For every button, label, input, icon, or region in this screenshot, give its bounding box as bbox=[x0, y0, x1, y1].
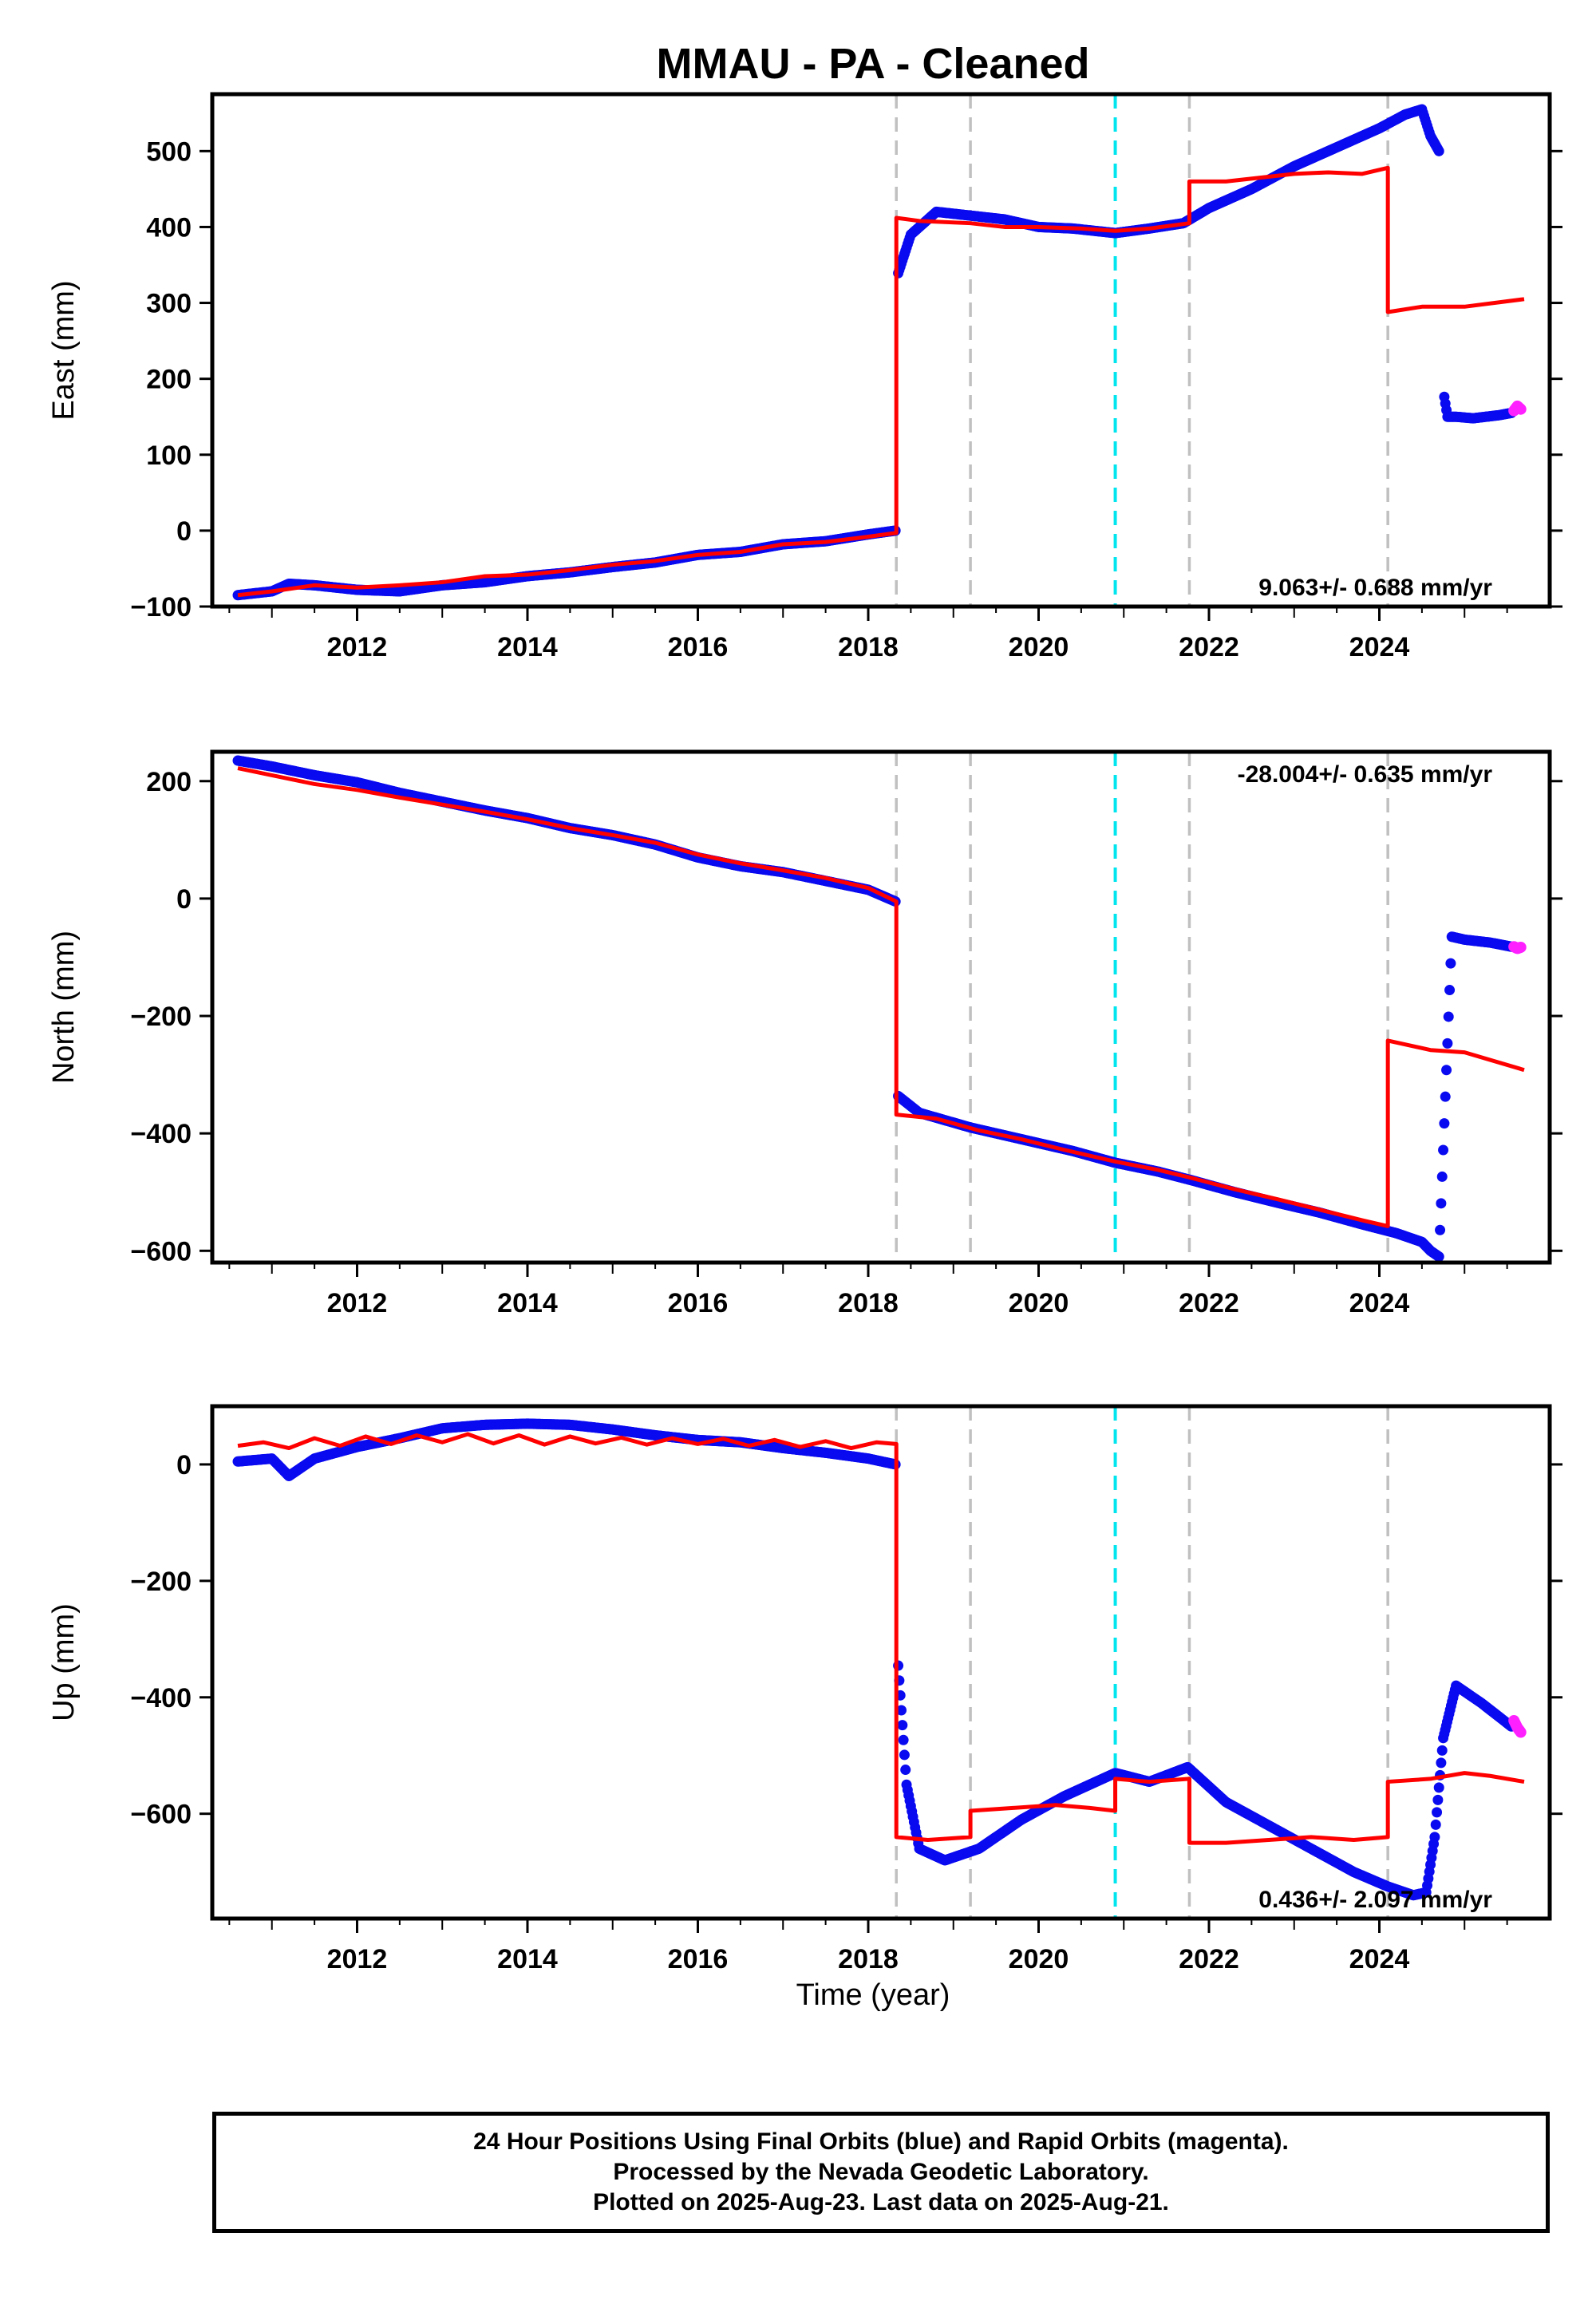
final-orbit-point bbox=[1436, 1198, 1447, 1209]
final-orbit-point bbox=[898, 1734, 909, 1745]
final-orbit-point bbox=[1436, 1757, 1447, 1769]
x-tick-label: 2016 bbox=[668, 1288, 729, 1318]
model-line bbox=[237, 165, 1525, 598]
caption-box: 24 Hour Positions Using Final Orbits (bl… bbox=[212, 2112, 1550, 2233]
plot-area bbox=[232, 1406, 1527, 1919]
final-orbit-point bbox=[1433, 1782, 1444, 1793]
y-tick-label: 400 bbox=[146, 212, 192, 243]
final-orbit-point bbox=[1442, 1037, 1453, 1049]
caption-line-2: Processed by the Nevada Geodetic Laborat… bbox=[613, 2159, 1149, 2185]
final-orbit-point bbox=[896, 1705, 907, 1716]
final-orbit-point bbox=[1443, 1011, 1454, 1022]
y-tick-label: 0 bbox=[176, 1450, 192, 1480]
final-orbit-point bbox=[1436, 1745, 1448, 1756]
final-orbit-point bbox=[899, 1749, 910, 1761]
y-tick-label: 300 bbox=[146, 289, 192, 319]
x-tick-label: 2020 bbox=[1009, 632, 1069, 662]
plot-frame bbox=[210, 749, 1552, 1265]
x-tick-label: 2018 bbox=[838, 1944, 899, 1974]
x-tick-label: 2022 bbox=[1179, 632, 1239, 662]
x-tick-label: 2018 bbox=[838, 632, 899, 662]
x-tick-label: 2024 bbox=[1349, 1944, 1410, 1974]
x-tick-label: 2024 bbox=[1349, 632, 1410, 662]
y-tick-label: 0 bbox=[176, 516, 192, 547]
caption-line-1: 24 Hour Positions Using Final Orbits (bl… bbox=[473, 2128, 1289, 2155]
final-orbit-point bbox=[1444, 985, 1456, 996]
x-tick-label: 2012 bbox=[327, 1288, 388, 1318]
x-tick-label: 2018 bbox=[838, 1288, 899, 1318]
y-tick-label: −400 bbox=[130, 1119, 192, 1149]
y-axis-label: Up (mm) bbox=[47, 1603, 81, 1721]
y-tick-label: 500 bbox=[146, 136, 192, 167]
x-tick-label: 2024 bbox=[1349, 1288, 1410, 1318]
x-tick-label: 2014 bbox=[497, 632, 558, 662]
y-tick-label: 200 bbox=[146, 365, 192, 395]
panel-up: 2012 2014 2016 2018 2020 2022 2024 −600 −400 −200… bbox=[47, 1404, 1562, 1974]
x-tick-label: 2020 bbox=[1009, 1944, 1069, 1974]
x-tick-label: 2020 bbox=[1009, 1288, 1069, 1318]
velocity-label: 9.063+/- 0.688 mm/yr bbox=[1258, 575, 1492, 601]
rapid-orbit-point bbox=[1515, 403, 1527, 415]
y-tick-label: −600 bbox=[130, 1800, 192, 1830]
final-orbit-point bbox=[1430, 1819, 1441, 1830]
x-tick-label: 2012 bbox=[327, 632, 388, 662]
chart-title: MMAU - PA - Cleaned bbox=[656, 40, 1089, 88]
final-orbit-point bbox=[1432, 1794, 1444, 1805]
final-orbit-point bbox=[1429, 1832, 1440, 1843]
final-orbit-point bbox=[1433, 145, 1444, 156]
y-tick-label: 200 bbox=[146, 767, 192, 797]
y-tick-label: 0 bbox=[176, 884, 192, 915]
y-tick-label: −200 bbox=[130, 1002, 192, 1032]
x-tick-label: 2022 bbox=[1179, 1288, 1239, 1318]
velocity-label: 0.436+/- 2.097 mm/yr bbox=[1258, 1887, 1492, 1913]
plot-frame bbox=[210, 92, 1552, 609]
final-orbit-point bbox=[1439, 1118, 1450, 1129]
model-line bbox=[237, 1432, 1525, 1845]
chart-canvas: MMAU - PA - Cleaned 2012 2014 2016 2018 2020… bbox=[47, 40, 1562, 2012]
rapid-orbit-point bbox=[1515, 941, 1527, 953]
x-tick-label: 2016 bbox=[668, 1944, 729, 1974]
final-orbit-point bbox=[1433, 1251, 1444, 1263]
final-orbit-point bbox=[900, 1765, 911, 1776]
x-tick-label: 2014 bbox=[497, 1944, 558, 1974]
plot-frame bbox=[210, 1404, 1552, 1921]
y-tick-label: −400 bbox=[130, 1683, 192, 1713]
final-orbit-point bbox=[1440, 1091, 1451, 1102]
velocity-label: -28.004+/- 0.635 mm/yr bbox=[1238, 761, 1493, 788]
y-axis-label: North (mm) bbox=[47, 931, 81, 1084]
plot-area bbox=[232, 752, 1527, 1263]
panel-east: 2012 2014 2016 2018 2020 2022 2024 −100 0 100 200 3… bbox=[47, 92, 1562, 662]
panel-north: 2012 2014 2016 2018 2020 2022 2024 −600 −400 −200… bbox=[47, 749, 1562, 1318]
final-orbit-point bbox=[897, 1720, 908, 1731]
x-tick-label: 2012 bbox=[327, 1944, 388, 1974]
final-orbit-point bbox=[1441, 1065, 1452, 1076]
x-tick-label: 2016 bbox=[668, 632, 729, 662]
model-line bbox=[237, 766, 1525, 1228]
rapid-orbit-point bbox=[1515, 1726, 1527, 1738]
final-orbit-point bbox=[1435, 1224, 1446, 1235]
x-tick-label: 2022 bbox=[1179, 1944, 1239, 1974]
y-tick-label: 100 bbox=[146, 441, 192, 471]
caption-line-3: Plotted on 2025-Aug-23. Last data on 202… bbox=[593, 2189, 1169, 2215]
final-orbit-point bbox=[1436, 1171, 1448, 1182]
final-orbit-point bbox=[1438, 1144, 1449, 1156]
y-tick-label: −600 bbox=[130, 1236, 192, 1267]
x-axis-label: Time (year) bbox=[796, 1978, 950, 2012]
plot-area bbox=[232, 94, 1527, 607]
y-axis-label: East (mm) bbox=[47, 280, 81, 420]
final-orbit-point bbox=[1445, 958, 1456, 969]
x-tick-label: 2014 bbox=[497, 1288, 558, 1318]
y-tick-label: −100 bbox=[130, 592, 192, 622]
y-tick-label: −200 bbox=[130, 1567, 192, 1597]
final-orbit-point bbox=[1432, 1807, 1443, 1818]
